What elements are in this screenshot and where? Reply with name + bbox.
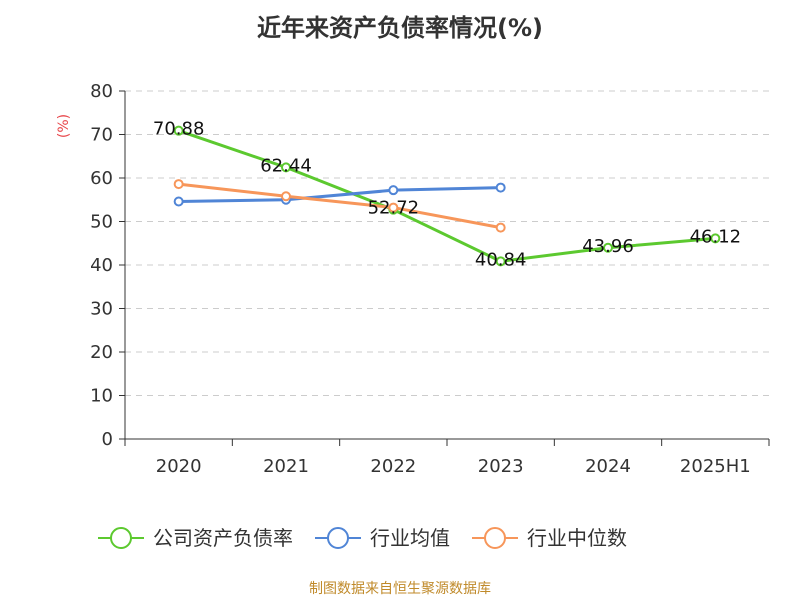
y-tick-label: 60 (90, 168, 113, 189)
data-point (173, 196, 184, 207)
data-point (710, 233, 721, 244)
data-point (173, 125, 184, 136)
y-tick-label: 50 (90, 212, 113, 233)
source-note: 制图数据来自恒生聚源数据库 (309, 581, 491, 597)
x-tick-label: 2020 (156, 456, 202, 477)
legend-label: 行业均值 (370, 526, 450, 550)
data-label: 46.12 (690, 226, 742, 247)
data-label: 62.44 (260, 155, 312, 176)
series-line-2 (178, 186, 501, 203)
y-tick-label: 70 (90, 125, 113, 146)
x-tick-label: 2023 (478, 456, 524, 477)
data-point (603, 242, 613, 253)
legend-marker (110, 527, 132, 549)
y-axis-label: (%) (56, 114, 72, 138)
legend-label: 公司资产负债率 (153, 526, 293, 550)
data-label: 52.72 (368, 198, 420, 219)
y-tick-label: 20 (90, 342, 113, 363)
data-point (388, 202, 399, 213)
chart-title: 近年来资产负债率情况(%) (257, 14, 543, 42)
data-point (281, 162, 291, 173)
y-tick-label: 10 (90, 386, 113, 407)
data-point (173, 179, 184, 190)
legend: 公司资产负债率 行业均值 行业中位数 (98, 526, 627, 550)
series-line-3 (178, 182, 501, 230)
x-tick-label: 2024 (585, 456, 631, 477)
legend-label: 行业中位数 (527, 526, 627, 550)
series-line-1 (178, 129, 716, 263)
grid-lines (125, 90, 769, 396)
x-tick-label: 2025H1 (680, 456, 751, 477)
axes: 0 10 20 30 40 50 60 70 80 2020 2021 2022 2023 2024 202… (56, 81, 770, 477)
data-label: 43.96 (582, 236, 634, 257)
data-label: 70.88 (153, 119, 205, 140)
x-tick-label: 2021 (263, 456, 309, 477)
legend-marker (327, 527, 349, 549)
data-point (495, 182, 506, 193)
y-tick-label: 30 (90, 299, 113, 320)
data-point (388, 185, 399, 196)
data-point (495, 222, 506, 233)
series-lines (173, 125, 721, 267)
y-tick-label: 80 (90, 81, 113, 102)
data-point (495, 256, 506, 267)
x-tick-label: 2022 (370, 456, 416, 477)
data-labels: 70.88 62.44 52.72 40.84 43.96 46.12 (153, 119, 741, 271)
legend-marker (484, 527, 506, 549)
data-label: 40.84 (475, 249, 527, 270)
y-tick-label: 0 (102, 429, 113, 450)
data-point (281, 191, 291, 202)
y-tick-label: 40 (90, 255, 113, 276)
